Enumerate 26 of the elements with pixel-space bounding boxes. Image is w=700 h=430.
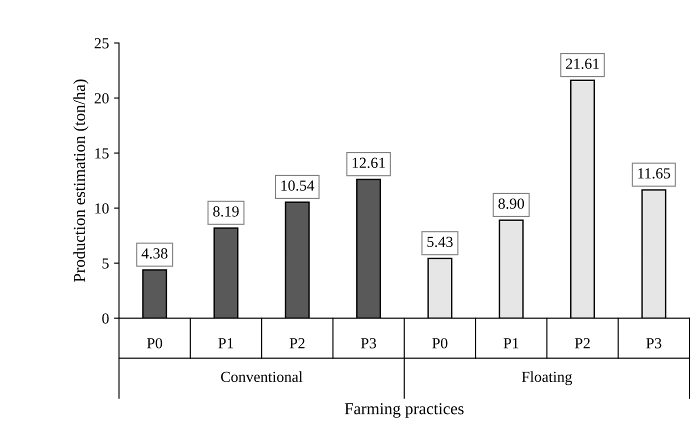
data-label: 5.43 — [427, 236, 453, 248]
y-tick-label: 5 — [102, 258, 109, 269]
y-tick-label: 0 — [102, 313, 109, 324]
data-label: 8.19 — [213, 206, 239, 217]
x-tick-label: P1 — [504, 338, 518, 348]
x-axis-title: Farming practices — [344, 403, 464, 418]
data-label: 12.61 — [352, 158, 385, 168]
text: Conventional — [221, 371, 302, 382]
y-tick-label: 25 — [94, 38, 109, 48]
x-tick-label: P3 — [360, 338, 376, 348]
x-tick-label: P3 — [646, 338, 662, 348]
x-tick-label: P1 — [218, 338, 234, 348]
x-tick-label: P2 — [574, 338, 590, 348]
data-label: 21.61 — [566, 58, 599, 69]
y-tick-label: 20 — [94, 93, 109, 104]
x-tick-label: P0 — [432, 338, 448, 348]
y-tick-label: 15 — [95, 148, 109, 159]
y-axis-title: Production estimation (ton/ha) — [73, 79, 88, 282]
x-tick-label: P0 — [147, 338, 162, 348]
y-tick-label: 10 — [95, 203, 109, 214]
x-tick-label: P2 — [290, 338, 305, 348]
data-label: 10.54 — [281, 180, 314, 191]
text: Floating — [522, 371, 572, 386]
data-label: 11.65 — [638, 168, 670, 179]
data-label: 4.38 — [142, 248, 168, 259]
data-label: 8.90 — [498, 198, 524, 209]
